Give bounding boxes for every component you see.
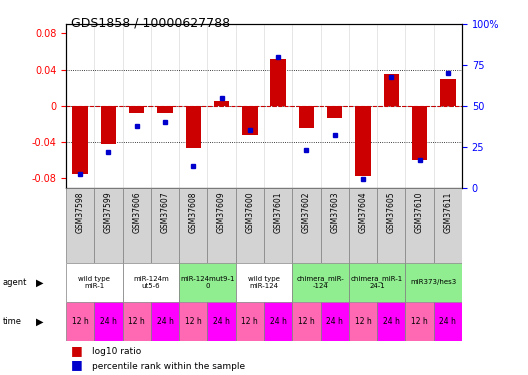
Bar	[264, 188, 293, 262]
Bar	[299, 106, 314, 128]
Text: 24 h: 24 h	[270, 317, 287, 326]
Bar	[157, 106, 173, 113]
Text: 12 h: 12 h	[355, 317, 371, 326]
Text: 24 h: 24 h	[383, 317, 400, 326]
Text: GSM37610: GSM37610	[415, 191, 424, 233]
Bar	[122, 302, 151, 341]
Text: 24 h: 24 h	[439, 317, 456, 326]
Bar	[95, 302, 122, 341]
Bar	[129, 106, 145, 113]
Bar	[264, 302, 293, 341]
Bar	[270, 59, 286, 106]
Text: GSM37604: GSM37604	[359, 191, 367, 233]
Bar	[151, 188, 179, 262]
Bar	[208, 188, 235, 262]
Text: GSM37611: GSM37611	[444, 191, 452, 232]
Bar	[293, 302, 320, 341]
Text: GSM37601: GSM37601	[274, 191, 282, 233]
Text: percentile rank within the sample: percentile rank within the sample	[92, 362, 246, 371]
Bar	[66, 188, 95, 262]
Bar	[433, 188, 462, 262]
Bar	[355, 106, 371, 176]
Bar	[235, 262, 293, 302]
Text: 24 h: 24 h	[157, 317, 173, 326]
Text: chimera_miR-1
24-1: chimera_miR-1 24-1	[351, 275, 403, 289]
Bar	[66, 302, 95, 341]
Text: 24 h: 24 h	[100, 317, 117, 326]
Bar	[66, 262, 122, 302]
Bar	[320, 188, 349, 262]
Bar	[122, 188, 151, 262]
Bar	[72, 106, 88, 174]
Text: miR-124m
ut5-6: miR-124m ut5-6	[133, 276, 169, 289]
Bar	[179, 302, 208, 341]
Text: GSM37605: GSM37605	[387, 191, 396, 233]
Text: time: time	[3, 317, 22, 326]
Text: GSM37609: GSM37609	[217, 191, 226, 233]
Bar	[235, 188, 264, 262]
Bar	[151, 302, 179, 341]
Text: agent: agent	[3, 278, 27, 287]
Text: chimera_miR-
-124: chimera_miR- -124	[297, 275, 344, 289]
Bar	[293, 188, 320, 262]
Text: ▶: ▶	[36, 317, 43, 327]
Text: 12 h: 12 h	[298, 317, 315, 326]
Text: ▶: ▶	[36, 278, 43, 287]
Bar	[406, 302, 433, 341]
Bar	[179, 262, 235, 302]
Bar	[320, 302, 349, 341]
Text: miR-124mut9-1
0: miR-124mut9-1 0	[180, 276, 234, 289]
Bar	[185, 106, 201, 148]
Bar	[406, 262, 462, 302]
Text: 12 h: 12 h	[128, 317, 145, 326]
Text: GSM37608: GSM37608	[189, 191, 198, 233]
Bar	[383, 74, 399, 106]
Text: ■: ■	[71, 358, 83, 371]
Bar	[208, 302, 235, 341]
Text: 12 h: 12 h	[72, 317, 89, 326]
Bar	[412, 106, 427, 160]
Text: 24 h: 24 h	[213, 317, 230, 326]
Text: wild type
miR-124: wild type miR-124	[248, 276, 280, 289]
Text: 12 h: 12 h	[185, 317, 202, 326]
Bar	[377, 188, 406, 262]
Bar	[327, 106, 343, 118]
Text: 12 h: 12 h	[241, 317, 258, 326]
Bar	[293, 262, 349, 302]
Bar	[349, 262, 406, 302]
Bar	[440, 79, 456, 106]
Text: GSM37606: GSM37606	[132, 191, 141, 233]
Bar	[406, 188, 433, 262]
Text: GSM37600: GSM37600	[246, 191, 254, 233]
Text: GSM37598: GSM37598	[76, 191, 84, 233]
Text: log10 ratio: log10 ratio	[92, 347, 142, 356]
Bar	[433, 302, 462, 341]
Text: miR373/hes3: miR373/hes3	[411, 279, 457, 285]
Text: 24 h: 24 h	[326, 317, 343, 326]
Text: GDS1858 / 10000627788: GDS1858 / 10000627788	[71, 17, 230, 30]
Bar	[101, 106, 116, 144]
Text: GSM37602: GSM37602	[302, 191, 311, 233]
Text: 12 h: 12 h	[411, 317, 428, 326]
Bar	[349, 188, 377, 262]
Bar	[349, 302, 377, 341]
Text: wild type
miR-1: wild type miR-1	[78, 276, 110, 289]
Bar	[242, 106, 258, 135]
Text: GSM37599: GSM37599	[104, 191, 113, 233]
Bar	[179, 188, 208, 262]
Bar	[95, 188, 122, 262]
Bar	[122, 262, 179, 302]
Bar	[377, 302, 406, 341]
Bar	[235, 302, 264, 341]
Text: GSM37607: GSM37607	[161, 191, 169, 233]
Bar	[214, 101, 229, 106]
Text: GSM37603: GSM37603	[330, 191, 339, 233]
Text: ■: ■	[71, 344, 83, 357]
